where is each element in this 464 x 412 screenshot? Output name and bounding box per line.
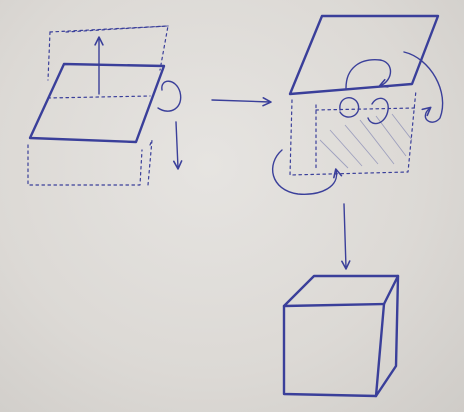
step-1-figure	[27, 25, 183, 186]
step-2-curl-arrow-middle	[367, 97, 389, 125]
step-1-tilted-plane	[28, 62, 166, 144]
step-2-dashed-box	[289, 89, 417, 176]
step-2-curl-arrow-top	[345, 59, 392, 89]
step-1-rotation-curl	[157, 80, 182, 112]
connector-right-arrow	[211, 97, 272, 107]
step-1-down-arrow	[173, 121, 183, 170]
step-2-curl-arrow-center	[339, 97, 360, 118]
connector-down-arrow	[341, 203, 351, 270]
cube-front-face	[282, 302, 386, 398]
step-3-cube	[282, 274, 400, 398]
cube-top-face	[282, 274, 400, 308]
step-1-dashed-box	[27, 25, 169, 186]
step-2-curl-arrow-right	[403, 51, 444, 123]
step-2-hatched-wall	[319, 113, 413, 169]
step-2-curl-arrow-left	[272, 149, 343, 195]
step-2-raised-plane	[288, 14, 440, 96]
cube-side-face	[374, 274, 400, 398]
step-2-figure	[272, 14, 444, 195]
